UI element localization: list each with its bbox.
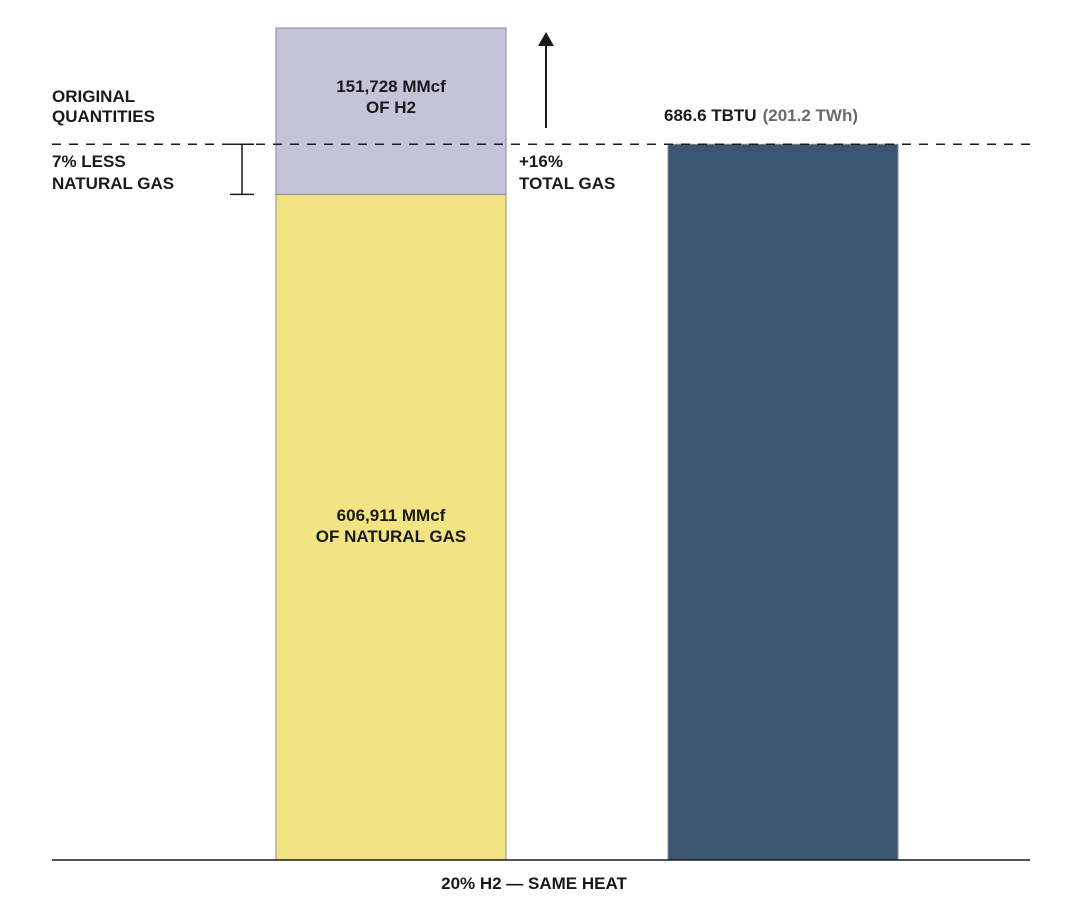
less-natural-gas-label-line2: NATURAL GAS <box>52 174 174 193</box>
energy-twh-value: (201.2 TWh) <box>763 106 858 125</box>
reduction-bracket-icon <box>230 143 254 196</box>
x-axis-label: 20% H2 — SAME HEAT <box>441 874 627 893</box>
energy-tbtu-value: 686.6 TBTU <box>664 106 757 125</box>
bar-segment-h2 <box>275 27 507 195</box>
h2-segment-value-label: 151,728 MMcf <box>336 77 446 96</box>
natural-gas-segment-name-label: OF NATURAL GAS <box>316 527 466 546</box>
natural-gas-segment-value-label: 606,911 MMcf <box>337 506 446 525</box>
total-gas-change-label-line2: TOTAL GAS <box>519 174 615 193</box>
increase-arrow-icon <box>538 32 554 128</box>
bar-segment-natural-gas <box>275 193 507 861</box>
less-natural-gas-label-line1: 7% LESS <box>52 152 126 171</box>
original-quantities-label-line1: ORIGINAL <box>52 87 135 106</box>
h2-segment-name-label: OF H2 <box>366 98 416 117</box>
bar-original-quantity <box>667 143 899 861</box>
energy-total-label: 686.6 TBTU (201.2 TWh) <box>664 106 858 125</box>
original-quantities-label-line2: QUANTITIES <box>52 107 155 126</box>
total-gas-change-label-line1: +16% <box>519 152 563 171</box>
